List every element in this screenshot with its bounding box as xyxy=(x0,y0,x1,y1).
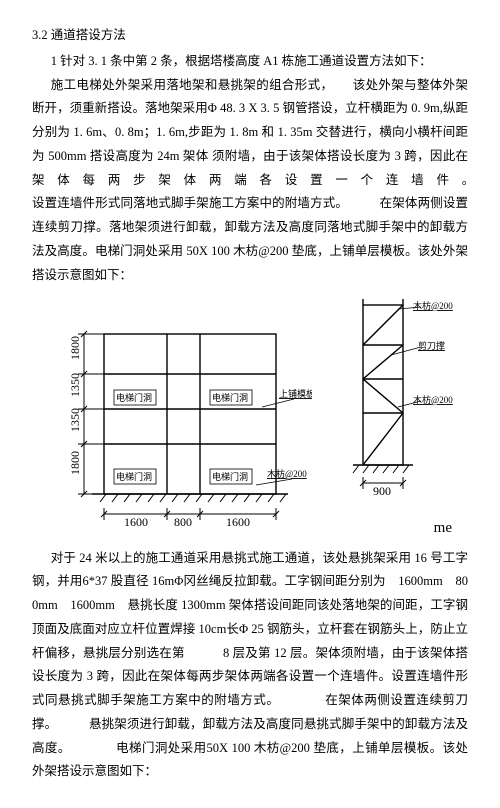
section-title-text: 通道搭设方法 xyxy=(51,28,126,42)
label-wood-mid: 木枋@200 xyxy=(413,394,453,405)
label-wood-200-left: 木枋@200 xyxy=(267,468,307,479)
dim-h3: 1350 xyxy=(68,408,82,432)
section-heading: 3.2 通道搭设方法 xyxy=(32,24,468,48)
paragraph-1: 1 针对 3. 1 条中第 2 条，根据塔楼高度 A1 栋施工通道设置方法如下： xyxy=(32,50,468,74)
dim-h2: 1350 xyxy=(68,373,82,397)
dim-h4: 1800 xyxy=(68,451,82,475)
figure-right: 900 木枋@200 剪刀撑 木枋@200 me xyxy=(343,297,468,542)
door-label-4: 电梯门洞 xyxy=(212,471,248,482)
label-wood-top: 木枋@200 xyxy=(413,300,453,311)
figure-left: 1800 1350 1350 1800 1600 800 1600 xyxy=(32,324,312,543)
dim-w1: 1600 xyxy=(124,515,148,529)
door-label-1: 电梯门洞 xyxy=(116,392,152,403)
door-label-2: 电梯门洞 xyxy=(212,392,248,403)
door-label-3: 电梯门洞 xyxy=(116,471,152,482)
figures-row: 1800 1350 1350 1800 1600 800 1600 xyxy=(32,297,468,542)
me-label: me xyxy=(343,514,468,543)
dim-w3: 1600 xyxy=(226,515,250,529)
paragraph-3: 对于 24 米以上的施工通道采用悬挑式施工通道，该处悬挑架采用 16 号工字钢，… xyxy=(32,547,468,785)
paragraph-2: 施工电梯处外架采用落地架和悬挑架的组合形式， 该处外架与整体外架断开，须重新搭设… xyxy=(32,74,468,288)
dim-h1: 1800 xyxy=(68,336,82,360)
label-jian: 剪刀撑 xyxy=(418,340,445,351)
dim-w2: 800 xyxy=(174,515,192,529)
label-upper-board: 上铺模板 xyxy=(279,388,312,399)
section-number: 3.2 xyxy=(32,28,48,42)
dim-right-w: 900 xyxy=(373,484,391,498)
